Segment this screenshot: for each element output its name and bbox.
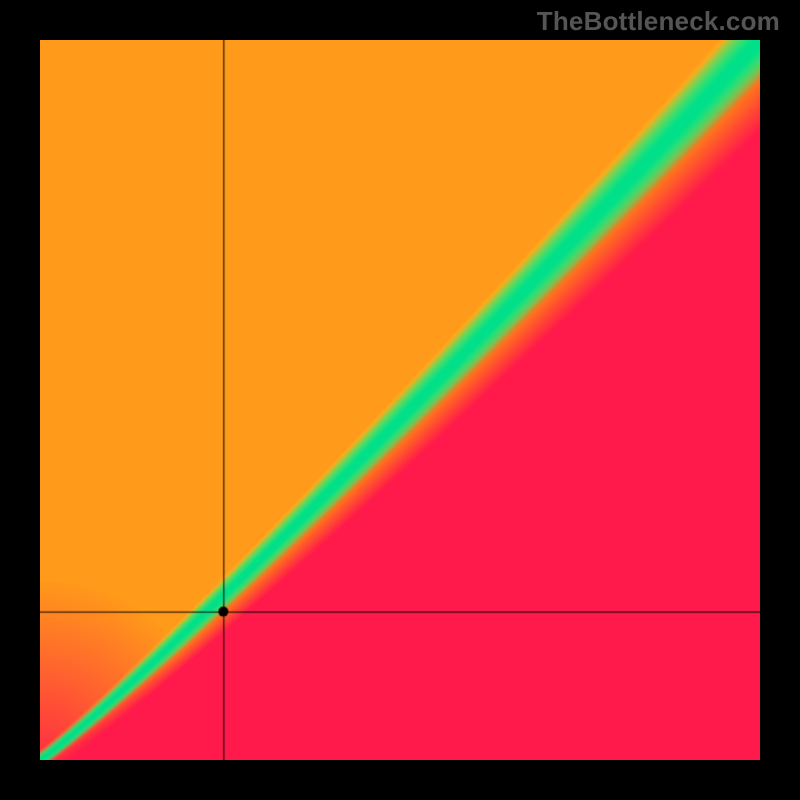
heatmap-canvas bbox=[40, 40, 760, 760]
watermark-text: TheBottleneck.com bbox=[537, 6, 780, 37]
plot-area bbox=[40, 40, 760, 760]
